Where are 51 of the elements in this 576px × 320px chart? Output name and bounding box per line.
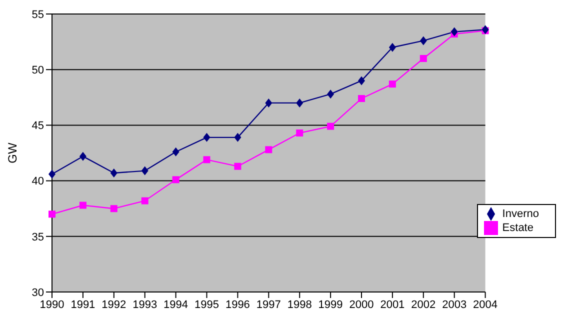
point — [141, 197, 148, 204]
point — [388, 80, 396, 88]
x-tick-label: 2004 — [473, 298, 498, 311]
y-tick-label: 30 — [32, 286, 44, 299]
x-tick-label: 2002 — [411, 298, 436, 311]
y-tick-label: 50 — [32, 64, 44, 77]
point — [327, 122, 334, 130]
x-tick-label: 1994 — [164, 298, 188, 311]
point — [48, 170, 56, 179]
point — [265, 146, 272, 154]
point — [172, 176, 180, 184]
y-tick-label: 45 — [32, 120, 44, 132]
point — [234, 132, 242, 142]
point — [110, 168, 118, 178]
point — [79, 202, 86, 209]
point — [234, 162, 242, 170]
legend-label: Inverno — [502, 208, 539, 220]
point — [358, 95, 365, 102]
point — [420, 54, 427, 62]
x-tick-label: 1999 — [318, 298, 343, 311]
x-tick-label: 1996 — [225, 298, 250, 311]
x-tick-label: 1998 — [287, 298, 312, 311]
point — [48, 210, 56, 218]
x-tick-label: 1992 — [102, 298, 126, 311]
x-tick-label: 1990 — [40, 298, 64, 311]
x-tick-label: 1997 — [256, 298, 281, 311]
point — [203, 132, 210, 142]
x-tick-label: 1993 — [132, 298, 158, 311]
legend-label: Estate — [502, 222, 534, 234]
x-tick-label: 2003 — [442, 298, 467, 311]
point — [296, 129, 304, 136]
y-tick-label: 40 — [32, 176, 44, 188]
point — [420, 36, 427, 46]
point — [358, 76, 365, 86]
point — [450, 27, 458, 36]
point — [327, 90, 334, 99]
point — [141, 166, 148, 176]
x-tick-label: 2000 — [349, 298, 374, 311]
x-tick-label: 2001 — [380, 298, 405, 311]
point — [172, 147, 180, 156]
x-tick-label: 1995 — [194, 298, 219, 311]
point — [265, 98, 272, 108]
point — [203, 156, 210, 164]
y-axis-title: GW — [5, 142, 20, 164]
y-tick-label: 35 — [32, 231, 44, 244]
x-tick-label: 1991 — [70, 298, 96, 311]
point — [388, 42, 396, 52]
point — [110, 205, 118, 212]
y-tick-label: 55 — [32, 8, 44, 21]
point — [79, 152, 86, 161]
point — [296, 98, 304, 108]
